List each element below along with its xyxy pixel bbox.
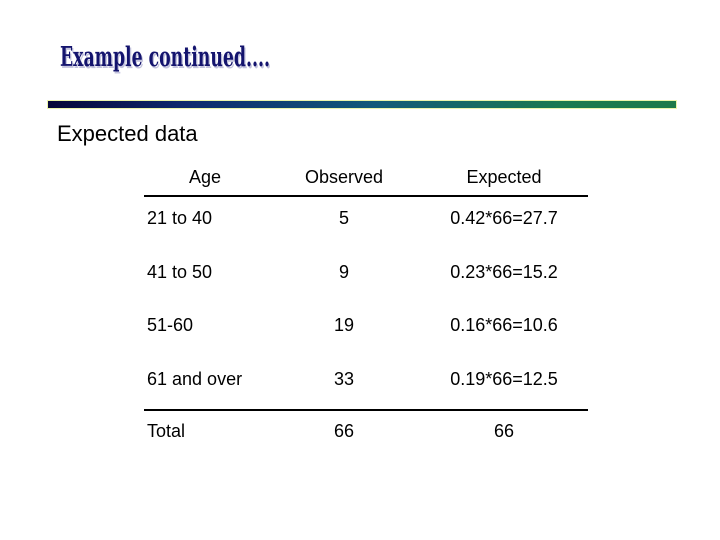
cell-age: 21 to 40	[147, 208, 213, 228]
title-separator-rule	[47, 100, 677, 109]
table-header-row: Age Observed Expected	[142, 167, 588, 187]
section-heading: Expected data	[57, 121, 198, 146]
cell-expected: 0.16*66=10.6	[450, 315, 558, 335]
cell-observed: 9	[338, 262, 349, 282]
col-header-expected: Expected	[466, 167, 542, 187]
cell-age: 51-60	[147, 315, 194, 335]
cell-observed: 33	[333, 369, 355, 389]
cell-observed: 19	[333, 315, 355, 335]
cell-expected: 0.23*66=15.2	[450, 262, 558, 282]
table-total-row: Total 66 66	[142, 421, 588, 441]
table-total-divider	[144, 409, 588, 411]
cell-age: 41 to 50	[147, 262, 213, 282]
cell-age: Total	[147, 421, 186, 441]
table-header-divider	[144, 195, 588, 197]
cell-expected: 0.42*66=27.7	[450, 208, 558, 228]
cell-expected: 0.19*66=12.5	[450, 369, 558, 389]
cell-age: 61 and over	[147, 369, 243, 389]
cell-observed: 66	[333, 421, 355, 441]
cell-expected: 66	[493, 421, 515, 441]
col-header-age: Age	[188, 167, 222, 187]
cell-observed: 5	[338, 208, 349, 228]
table-row: 21 to 40 5 0.42*66=27.7	[142, 208, 588, 228]
col-header-observed: Observed	[304, 167, 384, 187]
slide-title: Example continued....	[60, 42, 271, 73]
table-row: 61 and over 33 0.19*66=12.5	[142, 369, 588, 389]
table-row: 41 to 50 9 0.23*66=15.2	[142, 262, 588, 282]
table-row: 51-60 19 0.16*66=10.6	[142, 315, 588, 335]
